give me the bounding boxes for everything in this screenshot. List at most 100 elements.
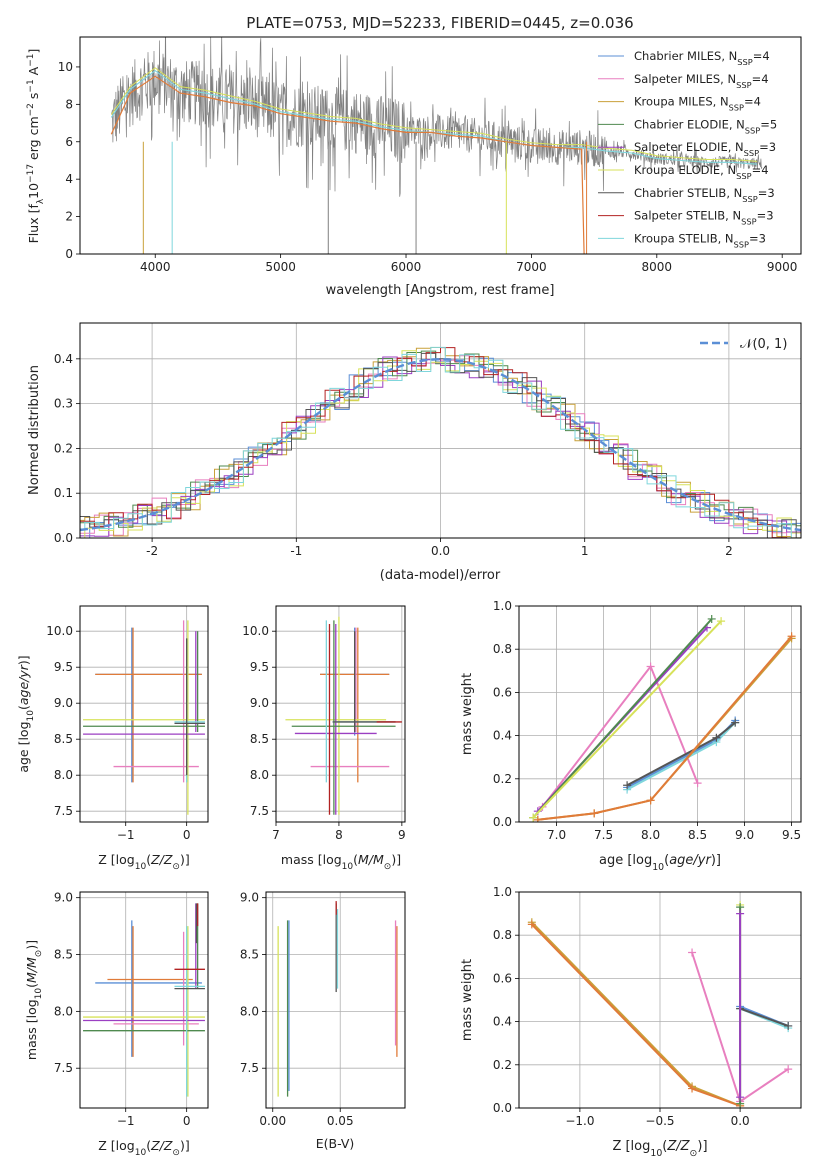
y-tick-label: 8.5	[54, 948, 73, 962]
legend-label-part: Chabrier STELIB, N	[634, 186, 742, 200]
legend-label: Salpeter MILES, NSSP=4	[634, 72, 769, 90]
x-axis-label-part: Z/Z	[666, 1139, 690, 1154]
weight-point-marker	[529, 813, 538, 822]
x-axis-label-part: ⊙	[690, 1148, 698, 1159]
weight-point-marker	[533, 815, 542, 822]
weight-vs-age-panel: 7.0 7.5 8.0 8.5 9.0 9.5 0.0 0.2 0.4 0.6 0.8 1.0 age …	[460, 599, 802, 873]
weight-point-marker	[590, 809, 599, 818]
legend-label: 𝒩(0, 1)	[740, 337, 787, 352]
x-tick-label: −1	[117, 1114, 135, 1128]
plot-area	[527, 900, 793, 1108]
y-axis-label-part: 10	[34, 988, 44, 1000]
weight-point-marker	[707, 614, 716, 623]
x-axis-label-part: age [log	[599, 853, 652, 868]
x-tick-label: −1.0	[565, 1114, 594, 1128]
weight-vs-metallicity-panel: −1.0 −0.5 0.0 0.0 0.2 0.4 0.6 0.8 1.0 Z [log10(Z/…	[460, 885, 802, 1159]
y-tick-label: 7.5	[250, 804, 269, 818]
x-tick-label: 8000	[642, 260, 673, 274]
y-tick-label: 0.4	[54, 352, 73, 366]
axes-frame	[79, 322, 802, 539]
plot-area	[277, 901, 398, 1097]
weight-point-marker	[646, 662, 655, 671]
x-axis-label-part: (	[353, 852, 358, 867]
x-axis-label: age [log10(age/yr)]	[599, 853, 721, 873]
y-axis-label-part: −1	[26, 54, 36, 67]
y-tick-label: 2	[65, 210, 73, 224]
legend-label-part: =4	[752, 72, 769, 86]
model-miles-line	[110, 75, 585, 254]
legend-label-part: SSP	[745, 125, 760, 135]
y-axis-label: age [log10(age/yr)]	[16, 655, 36, 772]
y-axis-label-part: 10	[26, 183, 41, 199]
legend-label-part: SSP	[729, 103, 744, 113]
y-tick-label: 9.0	[250, 696, 269, 710]
x-axis-label-part: )]	[180, 1138, 190, 1153]
x-axis-label-part: ⊙	[384, 862, 392, 872]
legend-label-part: SSP	[742, 194, 757, 204]
x-axis-label: mass [log10(M/M⊙)]	[281, 852, 401, 872]
weight-point-marker	[736, 1093, 745, 1102]
y-axis-label-part: (	[16, 705, 31, 710]
x-tick-label: 7.5	[594, 828, 613, 842]
y-axis-label: Flux [fλ10−17 erg cm−2 s−1 A−1]	[26, 49, 46, 244]
y-tick-label: 0.0	[493, 815, 512, 829]
y-tick-label: 0.2	[493, 772, 512, 786]
y-axis-label-part: )]	[16, 655, 31, 665]
x-tick-label: -2	[146, 544, 158, 558]
legend-label-part: =3	[759, 140, 776, 154]
x-axis-label: Z [log10(Z/Z⊙)]	[612, 1139, 707, 1159]
plot-area	[80, 346, 801, 538]
legend-label: Chabrier ELODIE, NSSP=5	[634, 117, 777, 135]
y-tick-label: 0.0	[54, 531, 73, 545]
y-tick-label: 0.1	[54, 486, 73, 500]
legend-label: Salpeter ELODIE, NSSP=3	[634, 140, 776, 158]
residuals-panel: -2 -1 0.0 1 2 0.0 0.1 0.2 0.3 0.4 𝒩(0, 1) (data-mod…	[27, 322, 802, 583]
weight-point-marker	[784, 1065, 793, 1074]
legend-label-part: Salpeter MILES, N	[634, 72, 736, 86]
x-axis-label-part: (	[146, 852, 151, 867]
x-axis-label-part: M/M	[358, 852, 384, 867]
histogram-step-line	[80, 352, 801, 538]
x-axis-label-part: (	[662, 1139, 667, 1154]
y-tick-label: 7.5	[54, 804, 73, 818]
plot-area	[83, 903, 205, 1097]
y-tick-label: 0.8	[493, 928, 512, 942]
y-axis-label: mass weight	[460, 959, 475, 1041]
weight-series-line	[537, 635, 793, 821]
weight-point-marker	[736, 909, 745, 918]
weight-point-marker	[784, 1021, 793, 1030]
axes-frame	[79, 605, 209, 823]
y-tick-label: 8.0	[54, 1004, 73, 1018]
y-tick-label: 8.5	[250, 732, 269, 746]
legend-label: Kroupa ELODIE, NSSP=4	[634, 163, 769, 181]
y-axis-label-part: ⊙	[34, 950, 44, 958]
y-axis-label-part: (	[24, 983, 39, 988]
y-axis-label: Normed distribution	[27, 365, 42, 495]
legend-label-part: Salpeter ELODIE, N	[634, 140, 744, 154]
axes-frame	[518, 891, 802, 1109]
x-axis-label-part: )]	[697, 1139, 707, 1154]
weight-series-line	[626, 721, 736, 787]
x-tick-label: 9.5	[782, 828, 801, 842]
legend-label-part: Chabrier ELODIE, N	[634, 117, 745, 131]
legend-label-part: Salpeter STELIB, N	[634, 209, 741, 223]
gaussian-curve	[80, 358, 801, 532]
histogram-step-line	[80, 346, 801, 538]
y-tick-label: 0.0	[493, 1101, 512, 1115]
y-tick-label: 10.0	[242, 624, 269, 638]
legend-label-part: SSP	[734, 239, 749, 249]
y-axis-label-part: −1	[26, 79, 36, 92]
x-axis-label-part: Z [log	[612, 1139, 650, 1154]
x-axis-label: Z [log10(Z/Z⊙)]	[98, 1138, 189, 1158]
y-axis-label-part: age/yr	[16, 664, 31, 705]
legend-label-part: Kroupa STELIB, N	[634, 231, 734, 245]
x-axis-label-part: 10	[650, 1148, 662, 1159]
y-axis-label-part: −17	[26, 164, 36, 183]
x-tick-label: 1	[581, 544, 589, 558]
x-tick-label: 6000	[391, 260, 422, 274]
y-axis-label-part: A	[26, 66, 41, 79]
legend-label-part: SSP	[737, 57, 752, 67]
x-tick-label: 0	[183, 828, 191, 842]
y-tick-label: 9.5	[54, 660, 73, 674]
x-tick-label: 0	[183, 1114, 191, 1128]
